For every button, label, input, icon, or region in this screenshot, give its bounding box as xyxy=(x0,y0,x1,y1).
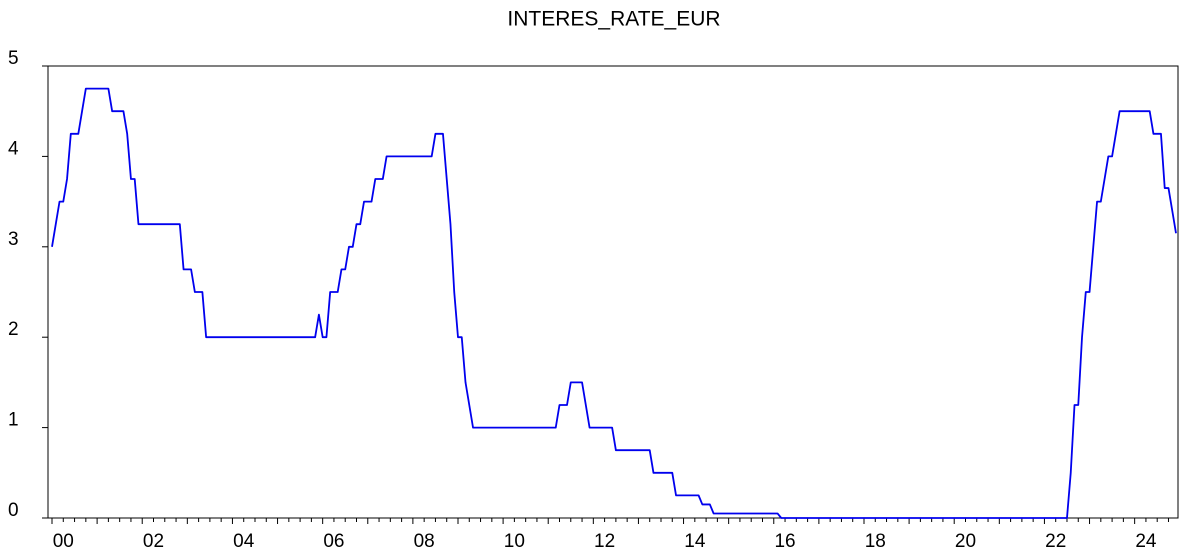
x-tick-label: 16 xyxy=(774,531,795,552)
x-tick-label: 18 xyxy=(865,531,886,552)
x-tick-label: 08 xyxy=(414,531,435,552)
plot-frame xyxy=(47,65,1179,519)
x-tick-label: 00 xyxy=(53,531,74,552)
x-tick-label: 02 xyxy=(143,531,164,552)
x-tick-label: 24 xyxy=(1135,531,1157,552)
y-tick-label: 2 xyxy=(8,319,19,340)
y-tick-label: 5 xyxy=(8,48,19,69)
x-tick-label: 04 xyxy=(233,531,255,552)
x-tick-label: 14 xyxy=(684,531,706,552)
y-tick-label: 1 xyxy=(8,410,19,431)
chart-title: INTERES_RATE_EUR xyxy=(507,8,720,31)
y-tick-label: 0 xyxy=(8,500,19,521)
x-tick-label: 12 xyxy=(594,531,615,552)
x-tick-label: 06 xyxy=(323,531,344,552)
x-tick-label: 20 xyxy=(955,531,976,552)
x-tick-label: 22 xyxy=(1045,531,1066,552)
x-tick-label: 10 xyxy=(504,531,525,552)
y-tick-label: 3 xyxy=(8,229,19,250)
line-series xyxy=(51,87,1177,519)
y-tick-label: 4 xyxy=(8,138,19,159)
